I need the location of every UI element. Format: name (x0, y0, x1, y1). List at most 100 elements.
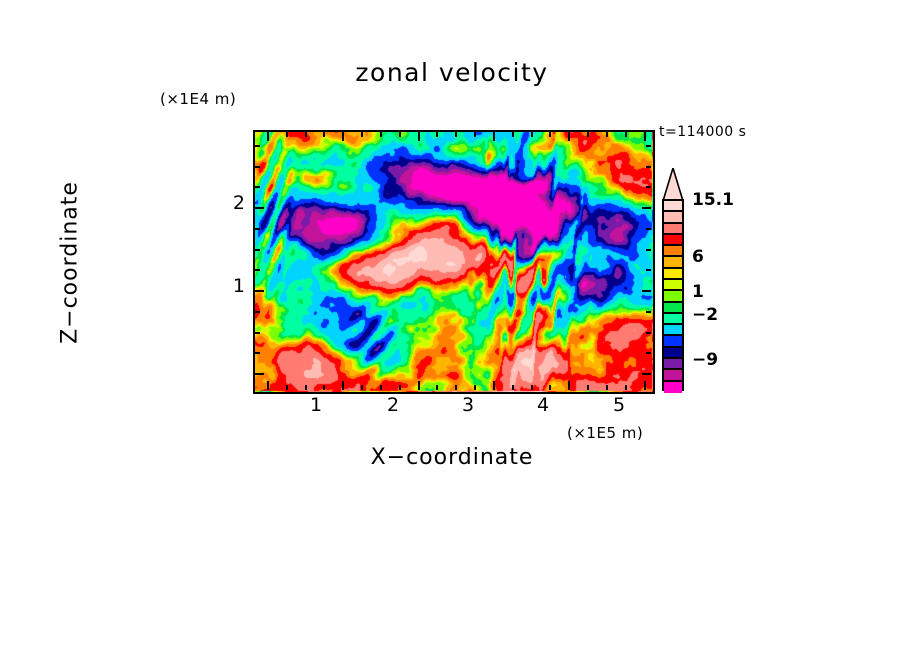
tick-mark (255, 352, 260, 354)
x-tick-label: 1 (309, 394, 323, 416)
tick-mark (342, 132, 344, 141)
tick-mark (267, 381, 269, 390)
tick-mark (255, 249, 260, 251)
x-tick-label: 2 (386, 394, 400, 416)
x-axis-label: X−coordinate (370, 445, 534, 470)
tick-mark (531, 132, 533, 137)
x-tick-label: 4 (536, 394, 550, 416)
tick-mark (531, 385, 533, 390)
tick-mark (568, 132, 570, 141)
colorbar-band (664, 291, 682, 303)
tick-mark (255, 332, 260, 334)
tick-mark (323, 385, 325, 390)
x-tick-label: 3 (461, 394, 475, 416)
tick-mark (399, 385, 401, 390)
tick-mark (512, 385, 514, 390)
colorbar-tick-label: 6 (692, 247, 704, 267)
tick-mark (286, 132, 288, 137)
tick-mark (474, 385, 476, 390)
colorbar-tick-label: 1 (692, 282, 704, 302)
tick-mark (255, 166, 260, 168)
tick-mark (587, 132, 589, 137)
tick-mark (255, 311, 260, 313)
y-tick-label: 2 (232, 192, 245, 214)
tick-mark (255, 186, 260, 188)
colorbar-band (664, 313, 682, 326)
tick-mark (286, 385, 288, 390)
tick-mark (255, 145, 260, 147)
colorbar-band (664, 279, 682, 292)
tick-mark (646, 352, 651, 354)
tick-mark (380, 385, 382, 390)
tick-mark (380, 132, 382, 137)
colorbar-band (664, 336, 682, 348)
x-tick-label: 5 (612, 394, 626, 416)
tick-mark (625, 132, 627, 137)
tick-mark (267, 132, 269, 141)
colorbar-band (664, 223, 682, 235)
colorbar-band (664, 257, 682, 269)
colorbar-band (664, 302, 682, 314)
tick-mark (255, 228, 260, 230)
tick-mark (455, 132, 457, 137)
colorbar-band (664, 370, 682, 382)
colorbar-tick-label: 15.1 (692, 190, 734, 210)
tick-mark (305, 132, 307, 137)
tick-mark (342, 381, 344, 390)
y-tick-label: 1 (232, 275, 245, 297)
y-axis-label: Z−coordinate (57, 181, 83, 344)
tick-mark (493, 132, 495, 141)
tick-mark (549, 132, 551, 137)
colorbar-tick-label: −2 (692, 305, 719, 325)
tick-mark (455, 385, 457, 390)
tick-mark (549, 385, 551, 390)
colorbar-band (664, 358, 682, 371)
x-axis-units-label: (×1E5 m) (567, 424, 644, 442)
tick-mark (646, 186, 651, 188)
tick-mark (646, 249, 651, 251)
tick-mark (305, 385, 307, 390)
tick-mark (646, 145, 651, 147)
tick-mark (642, 373, 651, 375)
colorbar-arrow-icon (662, 168, 684, 202)
colorbar-bands (662, 199, 684, 393)
tick-mark (646, 311, 651, 313)
tick-mark (255, 269, 260, 271)
tick-mark (255, 207, 264, 209)
colorbar-band (664, 201, 682, 213)
tick-mark (587, 385, 589, 390)
colorbar-band (664, 381, 682, 393)
tick-mark (493, 381, 495, 390)
tick-mark (361, 385, 363, 390)
plot-area (253, 130, 655, 394)
tick-mark (646, 228, 651, 230)
tick-mark (642, 207, 651, 209)
tick-mark (606, 132, 608, 137)
timestamp-annotation: t=114000 s (659, 124, 747, 140)
tick-mark (255, 373, 264, 375)
colorbar-band (664, 268, 682, 280)
tick-mark (474, 132, 476, 137)
colorbar-band (664, 234, 682, 247)
tick-mark (606, 385, 608, 390)
tick-mark (323, 132, 325, 137)
page-title: zonal velocity (355, 58, 549, 87)
tick-mark (399, 132, 401, 137)
tick-mark (644, 132, 646, 141)
colorbar: 15.1 6 1 −2 −9 (662, 168, 762, 393)
tick-mark (436, 132, 438, 137)
tick-mark (568, 381, 570, 390)
tick-mark (646, 332, 651, 334)
tick-mark (361, 132, 363, 137)
tick-mark (646, 269, 651, 271)
tick-mark (644, 381, 646, 390)
contour-field (255, 132, 653, 392)
colorbar-band (664, 325, 682, 337)
z-axis-units-label: (×1E4 m) (160, 90, 237, 108)
colorbar-band (664, 347, 682, 359)
tick-mark (642, 290, 651, 292)
tick-mark (436, 385, 438, 390)
colorbar-tick-label: −9 (692, 350, 719, 370)
tick-mark (418, 381, 420, 390)
